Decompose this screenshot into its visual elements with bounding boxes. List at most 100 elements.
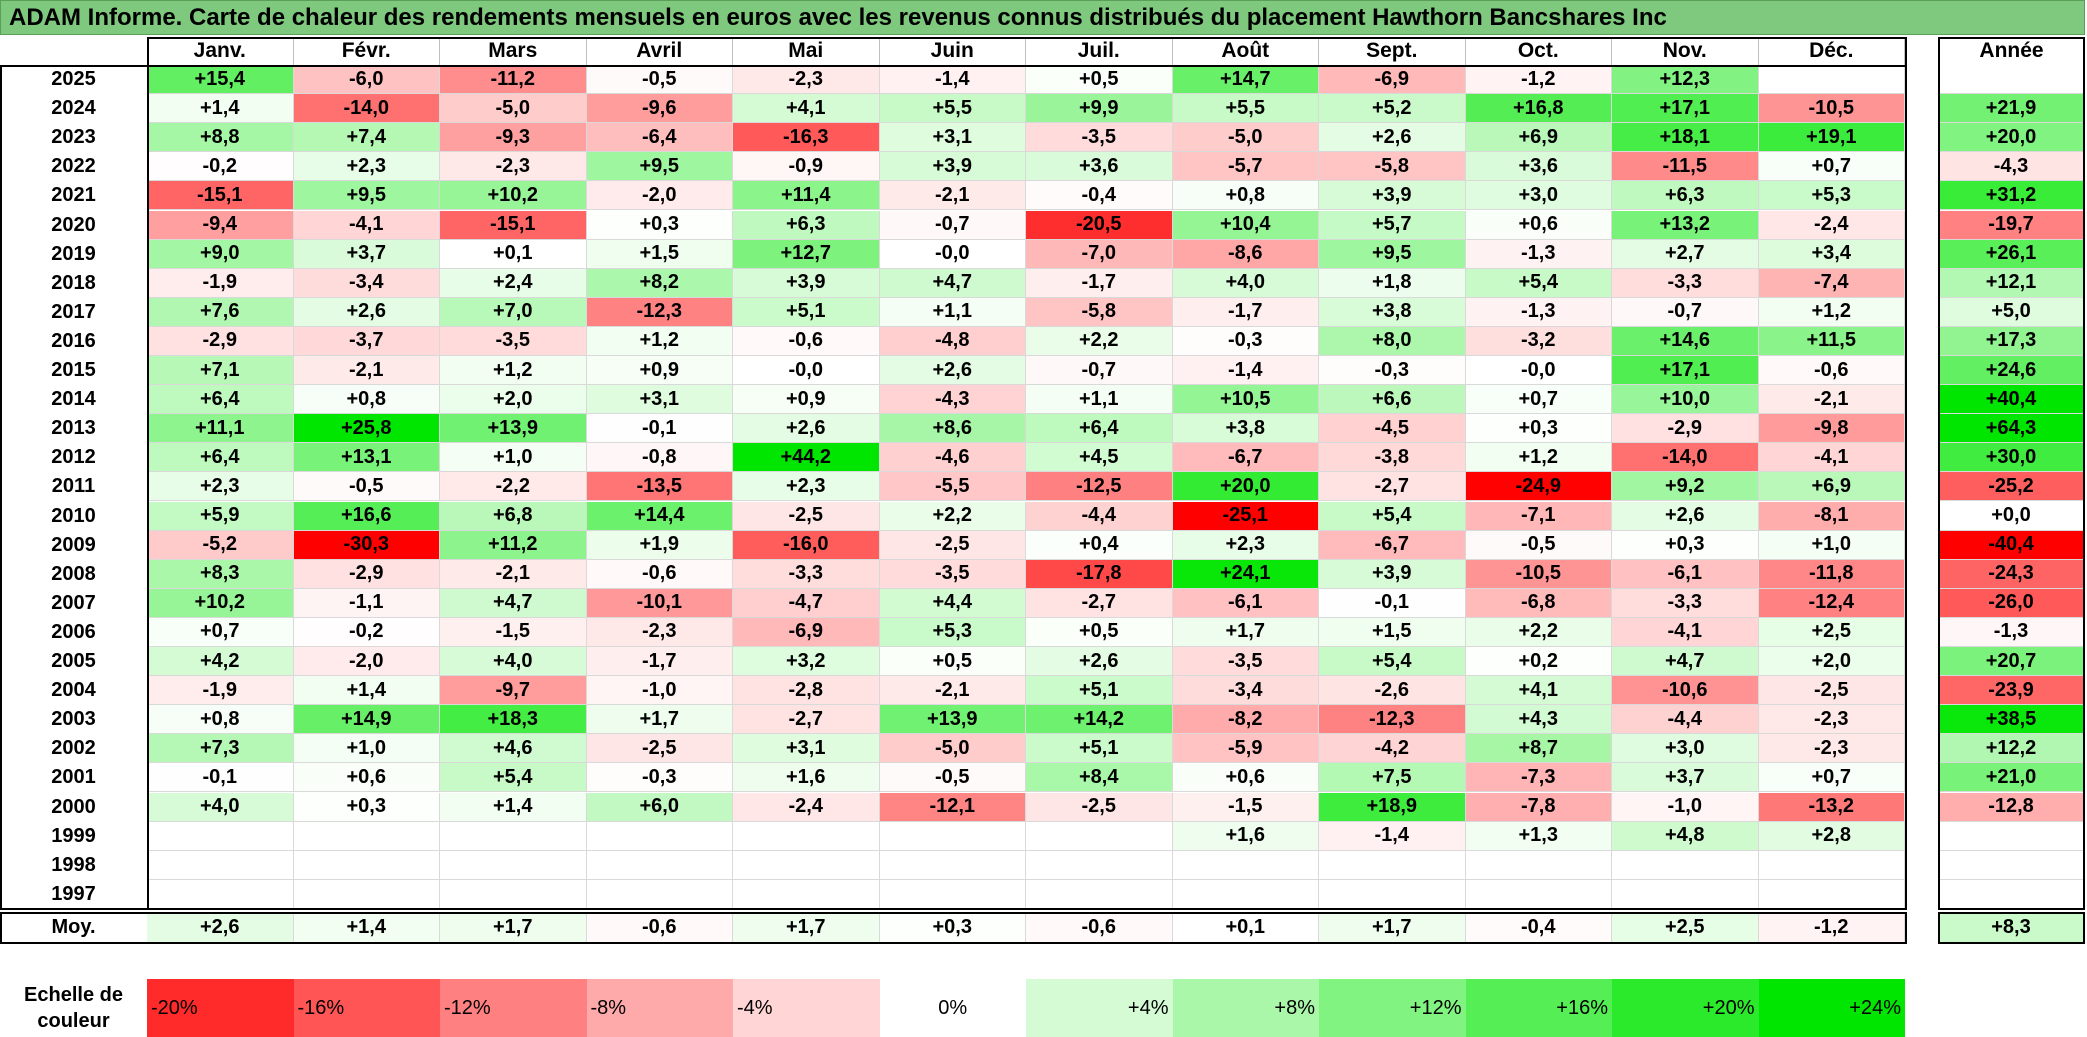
heatmap-cell: -0,7 <box>1612 297 1759 327</box>
heatmap-cell <box>586 850 733 880</box>
column-header: Févr. <box>293 37 440 65</box>
heatmap-cell <box>586 879 733 909</box>
heatmap-cell: +3,8 <box>1319 297 1466 327</box>
column-header: Mars <box>440 37 587 65</box>
heatmap-cell: +4,3 <box>1465 705 1612 735</box>
heatmap-cell: -1,7 <box>586 647 733 677</box>
heatmap-cell: -4,1 <box>1758 443 1905 473</box>
heatmap-cell: -13,2 <box>1758 792 1905 822</box>
heatmap-cell: +8,3 <box>147 559 294 589</box>
heatmap-cell: +16,8 <box>1465 94 1612 124</box>
heatmap-cell: +1,9 <box>586 530 733 560</box>
heatmap-cell: -8,2 <box>1172 705 1319 735</box>
legend-swatch: -8% <box>586 979 733 1037</box>
heatmap-cell <box>1465 850 1612 880</box>
heatmap-cell: -1,9 <box>147 268 294 298</box>
heatmap-cell: -0,0 <box>733 356 880 386</box>
heatmap-cell: +6,9 <box>1465 123 1612 153</box>
heatmap-cell: -17,8 <box>1026 559 1173 589</box>
heatmap-cell <box>879 879 1026 909</box>
heatmap-cell: +11,1 <box>147 414 294 444</box>
heatmap-cell <box>879 821 1026 851</box>
row-year-label: 1999 <box>0 821 147 851</box>
heatmap-cell: -2,3 <box>733 65 880 95</box>
heatmap-cell: +14,6 <box>1612 326 1759 356</box>
heatmap-cell: -7,4 <box>1758 268 1905 298</box>
heatmap-cell: +0,2 <box>1465 647 1612 677</box>
annual-cell: +5,0 <box>1938 297 2085 327</box>
annual-cell <box>1938 879 2085 909</box>
heatmap-cell: +0,5 <box>879 647 1026 677</box>
heatmap-cell: -2,9 <box>147 326 294 356</box>
heatmap-cell: -1,7 <box>1172 297 1319 327</box>
heatmap-cell: +4,7 <box>879 268 1026 298</box>
heatmap-cell: +6,4 <box>147 385 294 415</box>
heatmap-cell: -5,8 <box>1319 152 1466 182</box>
heatmap-cell: -16,0 <box>733 530 880 560</box>
heatmap-cell: -4,7 <box>733 588 880 618</box>
heatmap-cell: +4,7 <box>1612 647 1759 677</box>
heatmap-cell: -0,9 <box>733 152 880 182</box>
heatmap-cell: +8,4 <box>1026 763 1173 793</box>
heatmap-cell: -5,8 <box>1026 297 1173 327</box>
heatmap-cell <box>879 850 1026 880</box>
annual-cell: +30,0 <box>1938 443 2085 473</box>
heatmap-cell: -2,0 <box>586 181 733 211</box>
heatmap-cell: -2,5 <box>586 734 733 764</box>
heatmap-cell: +1,2 <box>586 326 733 356</box>
heatmap-cell: -0,2 <box>147 152 294 182</box>
row-year-label: 2007 <box>0 588 147 618</box>
average-label: Moy. <box>0 912 147 943</box>
heatmap-cell <box>1758 850 1905 880</box>
heatmap-cell: -1,4 <box>1172 356 1319 386</box>
heatmap-cell <box>733 879 880 909</box>
heatmap-cell: +8,0 <box>1319 326 1466 356</box>
heatmap-cell <box>1319 850 1466 880</box>
row-year-label: 2019 <box>0 239 147 269</box>
heatmap-cell: -7,8 <box>1465 792 1612 822</box>
heatmap-cell <box>440 821 587 851</box>
heatmap-cell <box>1172 879 1319 909</box>
heatmap-cell: -4,2 <box>1319 734 1466 764</box>
heatmap-cell: -7,3 <box>1465 763 1612 793</box>
heatmap-cell: -6,1 <box>1172 588 1319 618</box>
heatmap-cell: +2,3 <box>147 472 294 502</box>
annual-cell: +21,9 <box>1938 94 2085 124</box>
heatmap-cell: -11,5 <box>1612 152 1759 182</box>
heatmap-cell: +2,2 <box>1465 617 1612 647</box>
heatmap-cell: -1,4 <box>879 65 1026 95</box>
column-header: Juil. <box>1026 37 1173 65</box>
heatmap-cell: -5,2 <box>147 530 294 560</box>
heatmap-cell: +9,5 <box>586 152 733 182</box>
column-header: Déc. <box>1758 37 1905 65</box>
heatmap-cell: +10,4 <box>1172 210 1319 240</box>
heatmap-cell: +20,0 <box>1172 472 1319 502</box>
heatmap-cell: -4,4 <box>1612 705 1759 735</box>
heatmap-cell: +1,8 <box>1319 268 1466 298</box>
heatmap-cell: +3,4 <box>1758 239 1905 269</box>
heatmap-cell: +0,6 <box>293 763 440 793</box>
heatmap-cell <box>1758 879 1905 909</box>
heatmap-cell: -2,9 <box>1612 414 1759 444</box>
heatmap-cell <box>586 821 733 851</box>
heatmap-cell: -2,1 <box>440 559 587 589</box>
heatmap-cell: +1,5 <box>1319 617 1466 647</box>
heatmap-cell: +4,1 <box>1465 676 1612 706</box>
heatmap-cell: -0,5 <box>293 472 440 502</box>
column-header: Sept. <box>1319 37 1466 65</box>
heatmap-cell: +7,3 <box>147 734 294 764</box>
row-year-label: 2004 <box>0 676 147 706</box>
heatmap-cell: -2,3 <box>1758 705 1905 735</box>
annual-cell: +12,2 <box>1938 734 2085 764</box>
heatmap-cell: +10,2 <box>147 588 294 618</box>
heatmap-cell: -2,5 <box>1758 676 1905 706</box>
column-header: Oct. <box>1465 37 1612 65</box>
heatmap-cell: +11,5 <box>1758 326 1905 356</box>
heatmap-cell: +5,7 <box>1319 210 1466 240</box>
row-year-label: 2009 <box>0 530 147 560</box>
page-title: ADAM Informe. Carte de chaleur des rende… <box>0 0 2085 35</box>
heatmap-cell: -2,7 <box>733 705 880 735</box>
heatmap-cell: +14,2 <box>1026 705 1173 735</box>
annual-cell: +31,2 <box>1938 181 2085 211</box>
heatmap-cell: +0,6 <box>1465 210 1612 240</box>
